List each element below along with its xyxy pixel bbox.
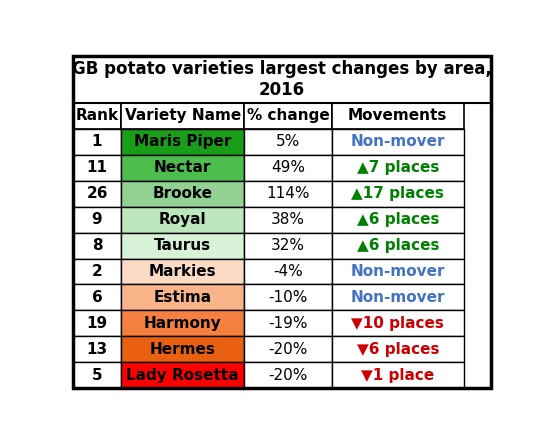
Text: GB potato varieties largest changes by area,
2016: GB potato varieties largest changes by a… [72, 60, 492, 99]
Bar [73, 336, 121, 362]
Bar [332, 207, 464, 233]
Bar [73, 181, 121, 207]
Bar [121, 336, 244, 362]
Bar [73, 259, 121, 284]
Bar [73, 310, 121, 336]
Text: -19%: -19% [268, 316, 308, 331]
Text: Movements: Movements [348, 108, 448, 123]
Text: 49%: 49% [271, 160, 305, 175]
Text: Estima: Estima [153, 290, 212, 305]
Text: -20%: -20% [268, 368, 308, 383]
Text: Lady Rosetta: Lady Rosetta [126, 368, 239, 383]
Text: Markies: Markies [149, 264, 217, 279]
Bar [73, 103, 121, 129]
Bar [332, 284, 464, 310]
Bar [244, 259, 332, 284]
Bar [332, 233, 464, 259]
Text: % change: % change [247, 108, 329, 123]
Bar [332, 362, 464, 388]
Text: 1: 1 [92, 134, 102, 149]
Text: -4%: -4% [273, 264, 303, 279]
Text: Hermes: Hermes [150, 342, 216, 357]
Text: 5: 5 [92, 368, 102, 383]
Bar [332, 310, 464, 336]
Bar [244, 362, 332, 388]
Bar [73, 284, 121, 310]
Text: Rank: Rank [75, 108, 119, 123]
Bar [121, 129, 244, 155]
Text: ▲6 places: ▲6 places [356, 238, 439, 253]
Bar [332, 336, 464, 362]
Bar [244, 284, 332, 310]
Text: Maris Piper: Maris Piper [134, 134, 232, 149]
Text: Nectar: Nectar [154, 160, 211, 175]
Text: 38%: 38% [271, 212, 305, 227]
Bar [121, 155, 244, 181]
Text: 11: 11 [86, 160, 108, 175]
Bar [332, 181, 464, 207]
Text: -10%: -10% [268, 290, 308, 305]
Bar [73, 362, 121, 388]
Bar [332, 103, 464, 129]
Text: ▲6 places: ▲6 places [356, 212, 439, 227]
Bar [332, 259, 464, 284]
Text: Variety Name: Variety Name [124, 108, 241, 123]
Text: Taurus: Taurus [154, 238, 211, 253]
Bar [73, 233, 121, 259]
Text: 26: 26 [86, 186, 108, 201]
Bar [73, 56, 491, 103]
Bar [244, 129, 332, 155]
Bar [121, 259, 244, 284]
Text: Brooke: Brooke [153, 186, 213, 201]
Text: ▼1 place: ▼1 place [361, 368, 434, 383]
Bar [121, 103, 244, 129]
Bar [332, 155, 464, 181]
Text: -20%: -20% [268, 342, 308, 357]
Bar [73, 207, 121, 233]
Bar [73, 155, 121, 181]
Text: Royal: Royal [159, 212, 206, 227]
Bar [121, 233, 244, 259]
Text: Non-mover: Non-mover [350, 290, 445, 305]
Bar [244, 233, 332, 259]
Text: 114%: 114% [266, 186, 310, 201]
Text: 5%: 5% [276, 134, 300, 149]
Bar [244, 310, 332, 336]
Bar [121, 284, 244, 310]
Bar [244, 155, 332, 181]
Bar [244, 103, 332, 129]
Text: ▼10 places: ▼10 places [351, 316, 444, 331]
Text: 19: 19 [86, 316, 108, 331]
Bar [73, 129, 121, 155]
Text: Harmony: Harmony [144, 316, 222, 331]
Text: Non-mover: Non-mover [350, 134, 445, 149]
Text: 8: 8 [92, 238, 102, 253]
Bar [121, 310, 244, 336]
Bar [244, 181, 332, 207]
Text: ▼6 places: ▼6 places [356, 342, 439, 357]
Text: Non-mover: Non-mover [350, 264, 445, 279]
Text: 9: 9 [92, 212, 102, 227]
Text: 13: 13 [86, 342, 108, 357]
Bar [332, 129, 464, 155]
Text: 32%: 32% [271, 238, 305, 253]
Bar [244, 207, 332, 233]
Bar [121, 207, 244, 233]
Text: ▲17 places: ▲17 places [351, 186, 444, 201]
Bar [121, 181, 244, 207]
Bar [121, 362, 244, 388]
Bar [244, 336, 332, 362]
Text: ▲7 places: ▲7 places [356, 160, 439, 175]
Text: 2: 2 [92, 264, 102, 279]
Text: 6: 6 [92, 290, 102, 305]
